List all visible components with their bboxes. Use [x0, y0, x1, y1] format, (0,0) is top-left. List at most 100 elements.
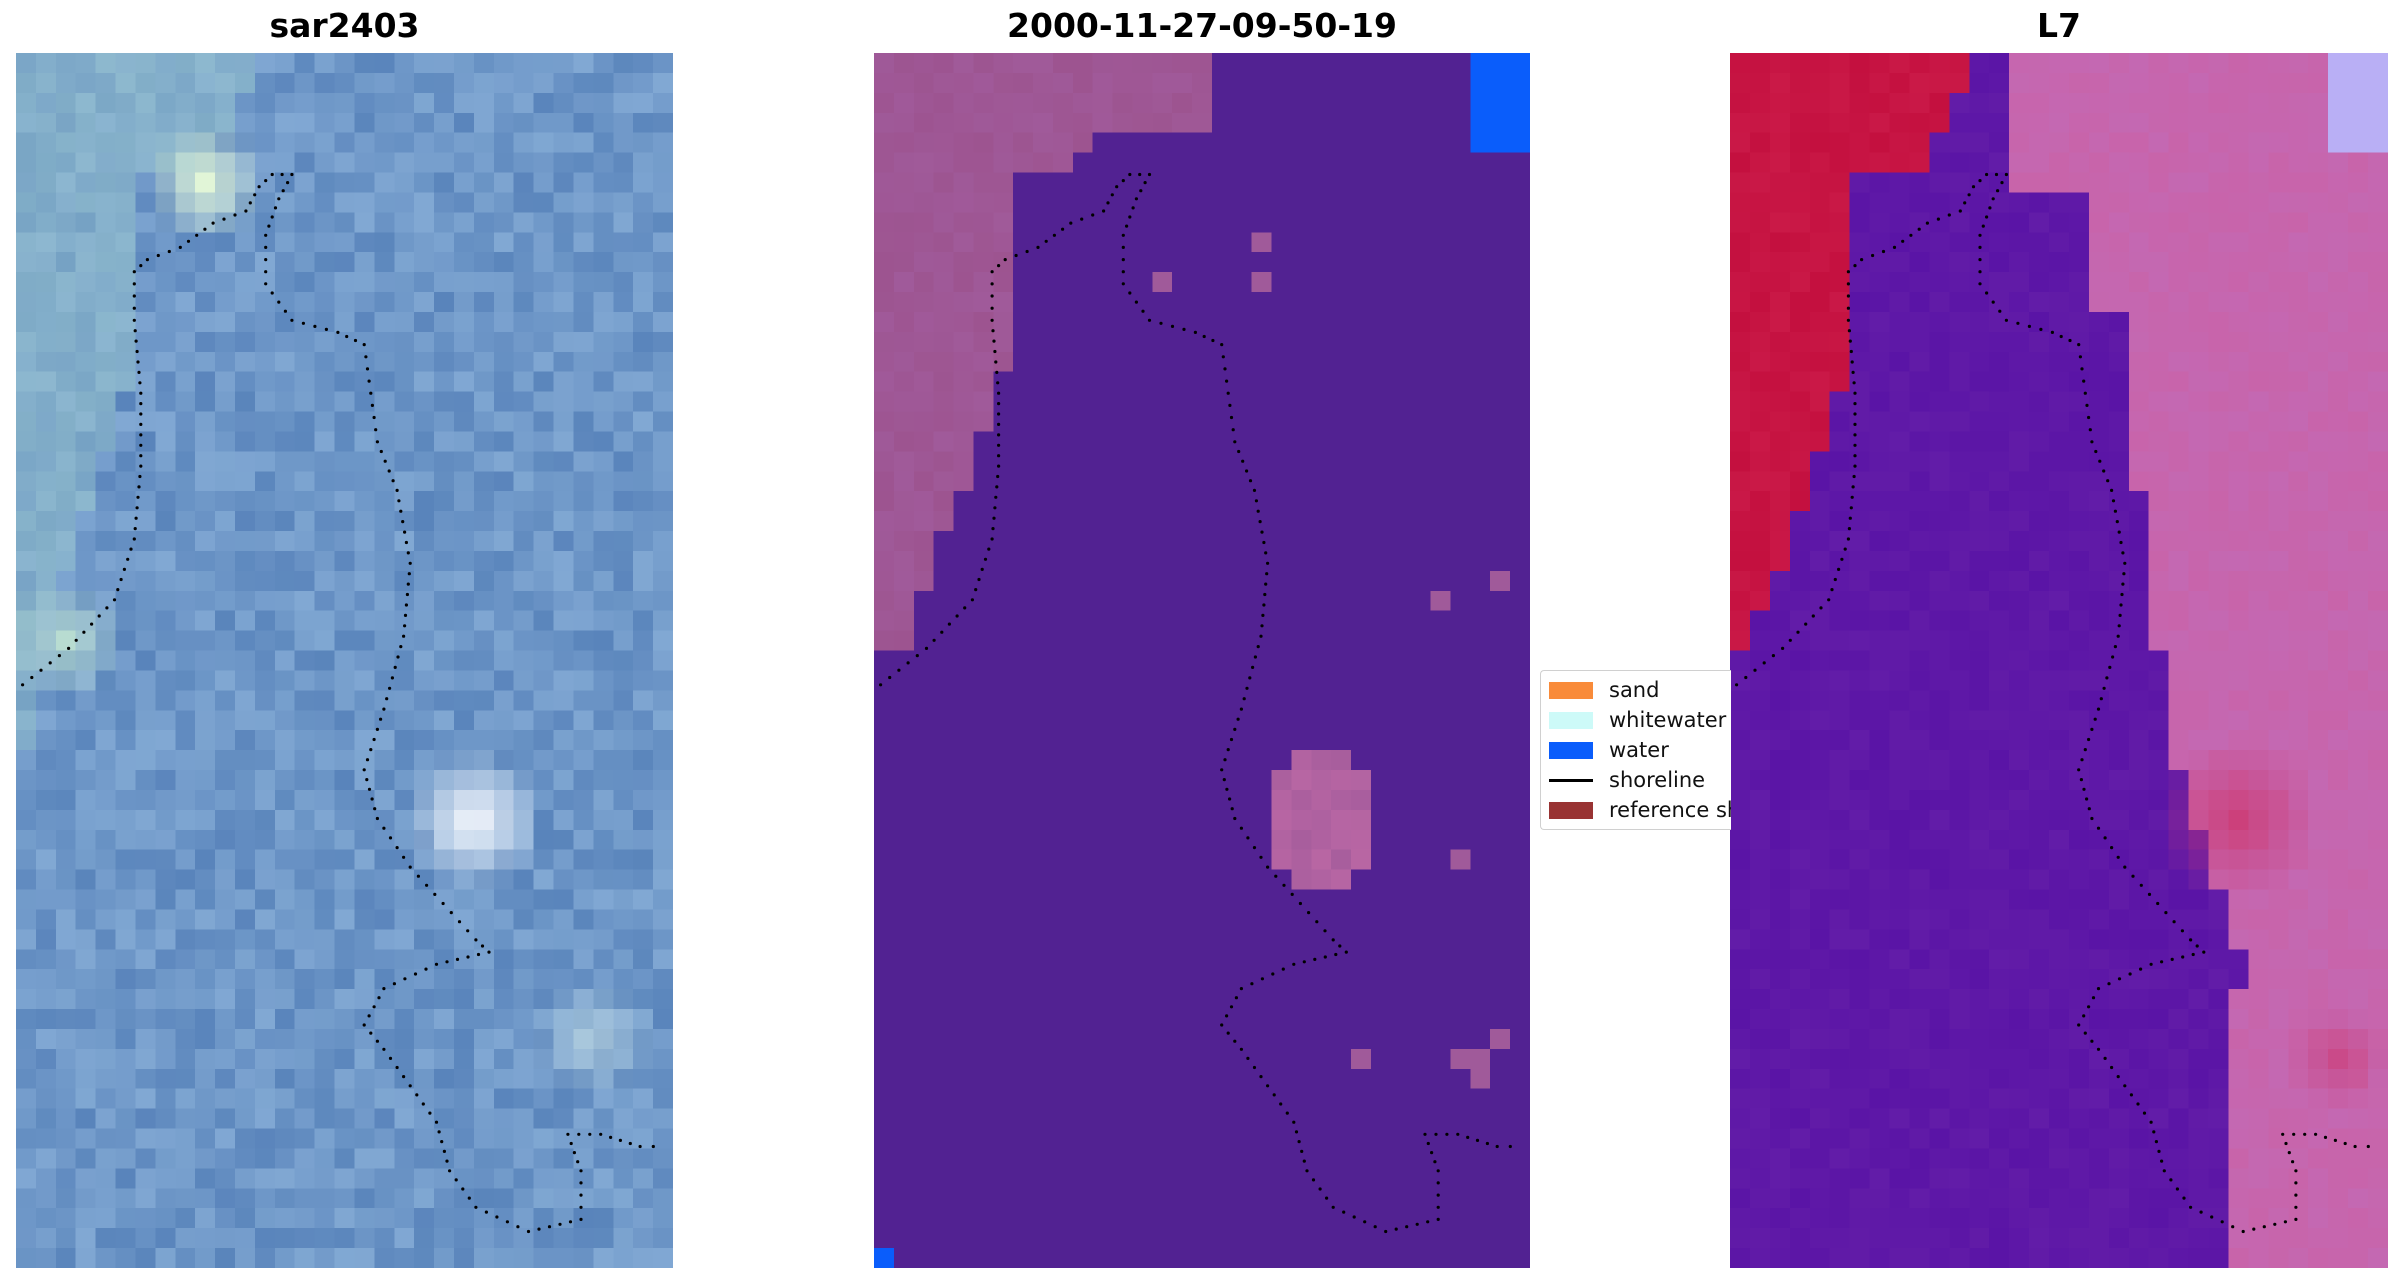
shoreline-point — [1384, 1229, 1388, 1234]
shoreline-point — [1239, 707, 1243, 711]
shoreline-point — [2083, 748, 2087, 752]
shoreline-point — [1003, 258, 1007, 262]
shoreline-point — [1248, 479, 1253, 483]
shoreline-point — [178, 245, 182, 249]
shoreline-point — [1315, 920, 1319, 924]
shoreline-point — [1231, 428, 1235, 432]
shoreline-point — [399, 645, 403, 649]
shoreline-point — [211, 221, 215, 225]
shoreline-point — [82, 630, 86, 634]
shoreline-point — [1744, 675, 1748, 680]
shoreline-point — [1988, 206, 1992, 210]
shoreline-point — [437, 1130, 441, 1134]
shoreline-point — [283, 309, 287, 313]
shoreline-point — [441, 901, 445, 906]
shoreline-point — [39, 668, 43, 672]
shoreline-point — [1323, 929, 1327, 933]
shoreline-point — [404, 603, 408, 607]
shoreline-point — [290, 172, 294, 177]
shoreline-point — [1292, 962, 1296, 966]
shoreline-point — [2241, 1229, 2245, 1234]
shoreline-point — [1909, 233, 1913, 237]
shoreline-point — [1819, 606, 1823, 610]
shoreline-point — [290, 318, 294, 322]
shoreline-point — [1508, 1144, 1512, 1149]
shoreline-point — [505, 1220, 509, 1224]
shoreline-point — [1256, 509, 1260, 513]
legend-item-sand: sand — [1549, 677, 1659, 703]
shoreline-point — [139, 402, 143, 406]
shoreline-point — [264, 270, 268, 274]
shoreline-point — [248, 201, 252, 205]
shoreline-point — [2096, 1047, 2101, 1051]
shoreline-point — [2096, 826, 2101, 830]
shoreline-point — [1436, 1217, 1440, 1221]
shoreline-point — [1225, 379, 1229, 383]
shoreline-point — [1847, 329, 1851, 333]
shoreline-point — [1248, 676, 1252, 680]
shoreline-point — [2079, 778, 2083, 782]
shoreline-point — [1436, 1193, 1440, 1197]
shoreline-point — [139, 412, 143, 416]
shoreline-point — [145, 258, 149, 262]
shoreline-point — [1229, 415, 1234, 420]
shoreline-point — [992, 516, 996, 520]
shoreline-point — [2202, 950, 2206, 954]
shoreline-point — [1233, 816, 1237, 821]
shoreline-point — [405, 592, 409, 597]
shoreline-point — [369, 391, 373, 395]
shoreline-point — [1245, 686, 1249, 690]
shoreline-point — [526, 1229, 531, 1234]
shoreline-point — [2016, 321, 2020, 325]
shoreline-point — [369, 1031, 373, 1035]
shoreline-point — [579, 1217, 583, 1221]
shoreline-point — [156, 253, 160, 258]
shoreline-point — [112, 598, 117, 602]
shoreline-point — [1302, 1159, 1306, 1163]
shoreline-point — [1193, 330, 1197, 334]
shoreline-point — [2083, 1031, 2087, 1035]
shoreline-point — [132, 537, 136, 541]
shoreline-point — [454, 1178, 458, 1182]
shoreline-point — [1305, 1169, 1309, 1173]
shoreline-point — [997, 412, 1001, 416]
shoreline-point — [1325, 1196, 1329, 1200]
shoreline-point — [2090, 440, 2094, 444]
shoreline-point — [1456, 1132, 1460, 1136]
shoreline-point — [1978, 282, 1982, 286]
shoreline-point — [1352, 1215, 1356, 1219]
shoreline-point — [1433, 1160, 1437, 1164]
shoreline-point — [1254, 499, 1258, 503]
shoreline-point — [1260, 624, 1264, 628]
shoreline-point — [2093, 717, 2097, 721]
shoreline-point — [2120, 592, 2124, 597]
shoreline-point — [408, 1084, 412, 1088]
shoreline-point — [1771, 654, 1775, 658]
shoreline-point — [487, 950, 491, 954]
shoreline-point — [1846, 282, 1850, 286]
shoreline-point — [402, 1075, 406, 1079]
shoreline-point — [2353, 1144, 2357, 1149]
shoreline-point — [993, 349, 997, 354]
shoreline-point — [924, 646, 929, 651]
shoreline-point — [1069, 221, 1073, 225]
shoreline-point — [609, 1135, 613, 1139]
shoreline-point — [445, 1159, 449, 1163]
shoreline-point — [264, 245, 268, 249]
shoreline-point — [286, 181, 290, 185]
shoreline-point — [1143, 181, 1147, 185]
shoreline-point — [2118, 613, 2122, 618]
shoreline-point — [1131, 206, 1135, 210]
shoreline-point — [1985, 172, 1989, 177]
shoreline-point — [992, 339, 996, 343]
panel-title-index: L7 — [2037, 6, 2081, 45]
shoreline-point — [2102, 469, 2106, 473]
shoreline-point — [1998, 309, 2002, 313]
index-image-panel — [1730, 53, 2388, 1268]
shoreline-point — [1121, 179, 1125, 183]
shoreline-point — [2136, 1102, 2140, 1106]
shoreline-point — [2082, 379, 2086, 383]
classified-raster-image — [874, 53, 1530, 1268]
shoreline-point — [2128, 972, 2132, 976]
shoreline-point — [997, 391, 1001, 395]
